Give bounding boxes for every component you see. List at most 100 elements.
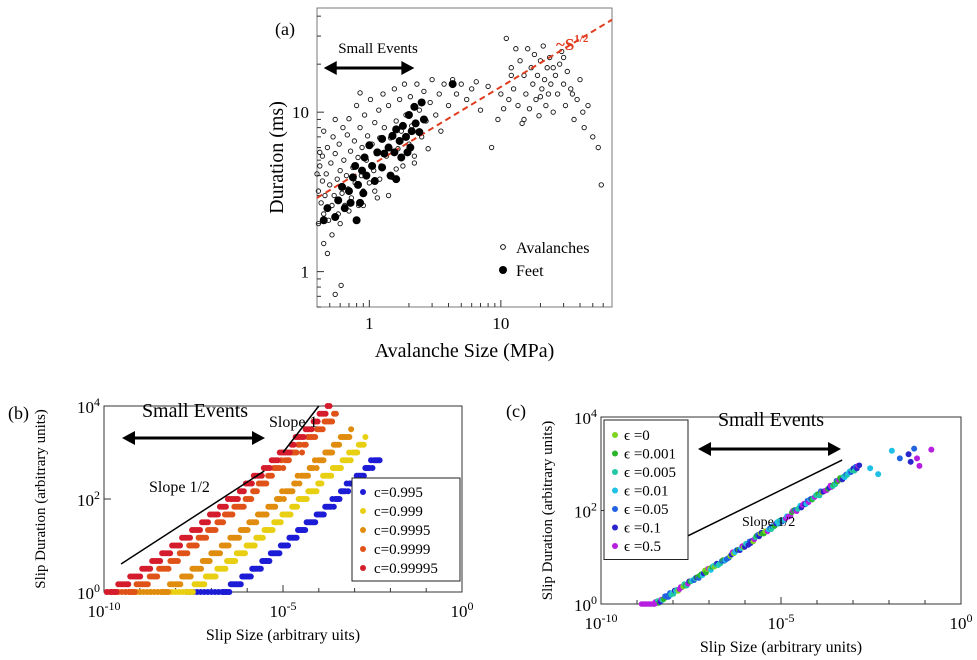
avalanche-point	[527, 107, 531, 111]
avalanche-point	[557, 62, 561, 66]
feet-point	[390, 148, 398, 156]
y-tick-label: 102	[574, 500, 597, 522]
annotation-slope-half: Slope 1/2	[742, 515, 795, 530]
data-point	[897, 455, 903, 461]
avalanche-point	[478, 108, 482, 112]
feet-point	[373, 148, 381, 156]
data-point	[857, 462, 863, 468]
avalanche-point	[322, 212, 326, 216]
panel-label: (b)	[8, 403, 29, 424]
y-tick-label-base: 10	[77, 398, 94, 417]
data-point	[154, 574, 160, 580]
data-point	[187, 535, 193, 541]
data-point	[312, 519, 318, 525]
data-point	[278, 519, 284, 525]
data-point	[312, 434, 318, 440]
avalanche-point	[534, 97, 538, 101]
data-point	[286, 457, 292, 463]
data-point	[362, 434, 368, 440]
data-point	[345, 488, 351, 494]
data-point	[222, 566, 228, 572]
feet-point	[361, 153, 369, 161]
x-tick-label: 100	[451, 599, 474, 621]
data-point	[266, 558, 272, 564]
avalanche-point	[504, 36, 508, 40]
data-point	[248, 574, 254, 580]
avalanche-point	[373, 189, 377, 193]
legend-label: ϵ =0.5	[624, 539, 661, 555]
avalanche-point	[331, 135, 335, 139]
data-point	[147, 566, 153, 572]
data-point	[241, 504, 247, 510]
x-tick-label: 100	[950, 611, 973, 633]
data-point	[258, 566, 264, 572]
avalanche-point	[561, 55, 565, 59]
avalanche-point	[599, 183, 603, 187]
data-point	[331, 504, 337, 510]
data-point	[177, 581, 183, 587]
avalanche-point	[394, 167, 398, 171]
slope-half-line	[673, 460, 842, 543]
avalanche-point	[342, 158, 346, 162]
avalanche-point	[570, 92, 574, 96]
avalanche-point	[386, 193, 390, 197]
y-tick-label: 104	[77, 395, 100, 417]
data-point	[276, 550, 282, 556]
data-point	[336, 442, 342, 448]
data-point	[329, 450, 335, 456]
legend-label: ϵ =0	[624, 428, 650, 444]
y-tick-label-base: 10	[77, 491, 94, 510]
avalanche-point	[426, 147, 430, 151]
data-point	[281, 496, 287, 502]
avalanche-point	[333, 117, 337, 121]
avalanche-point	[551, 110, 555, 114]
x-tick-label-base: 10	[270, 602, 287, 621]
data-point	[213, 574, 219, 580]
x-tick-label-base: 10	[768, 614, 785, 633]
feet-point	[320, 216, 328, 224]
legend-marker	[612, 469, 618, 475]
avalanche-point	[428, 100, 432, 104]
avalanche-point	[402, 82, 406, 86]
avalanche-point	[531, 82, 535, 86]
feet-point	[412, 119, 420, 127]
y-tick-label-base: 10	[574, 596, 591, 615]
avalanche-point	[347, 116, 351, 120]
avalanche-point	[524, 92, 528, 96]
feet-point	[405, 111, 413, 119]
data-point	[911, 446, 917, 452]
legend-label: c=0.9995	[374, 523, 430, 539]
data-point	[132, 589, 138, 595]
data-point	[223, 504, 229, 510]
avalanche-point	[437, 92, 441, 96]
avalanche-point	[591, 135, 595, 139]
data-point	[914, 455, 920, 461]
data-point	[238, 581, 244, 587]
legend-marker-avalanches	[501, 245, 506, 250]
data-point	[294, 535, 300, 541]
data-point	[188, 574, 194, 580]
data-point	[299, 450, 305, 456]
data-point	[293, 450, 299, 456]
feet-point	[331, 213, 339, 221]
avalanche-point	[581, 110, 585, 114]
avalanche-point	[356, 155, 360, 159]
feet-point	[356, 199, 364, 207]
data-point	[321, 512, 327, 518]
x-tick-label: 1	[365, 314, 374, 333]
avalanche-point	[352, 139, 356, 143]
data-point	[203, 535, 209, 541]
avalanche-point	[330, 233, 334, 237]
annotation-small-events: Small Events	[338, 41, 418, 57]
avalanche-point	[545, 66, 549, 70]
feet-point	[338, 183, 346, 191]
avalanche-point	[518, 59, 522, 63]
legend-label-feet: Feet	[516, 263, 544, 280]
x-tick-label-exp: 0	[468, 599, 474, 613]
data-point	[287, 450, 293, 456]
data-point	[201, 581, 207, 587]
avalanche-point	[537, 114, 541, 118]
y-tick-label: 102	[77, 488, 100, 510]
feet-point	[378, 135, 386, 143]
data-point	[296, 481, 302, 487]
